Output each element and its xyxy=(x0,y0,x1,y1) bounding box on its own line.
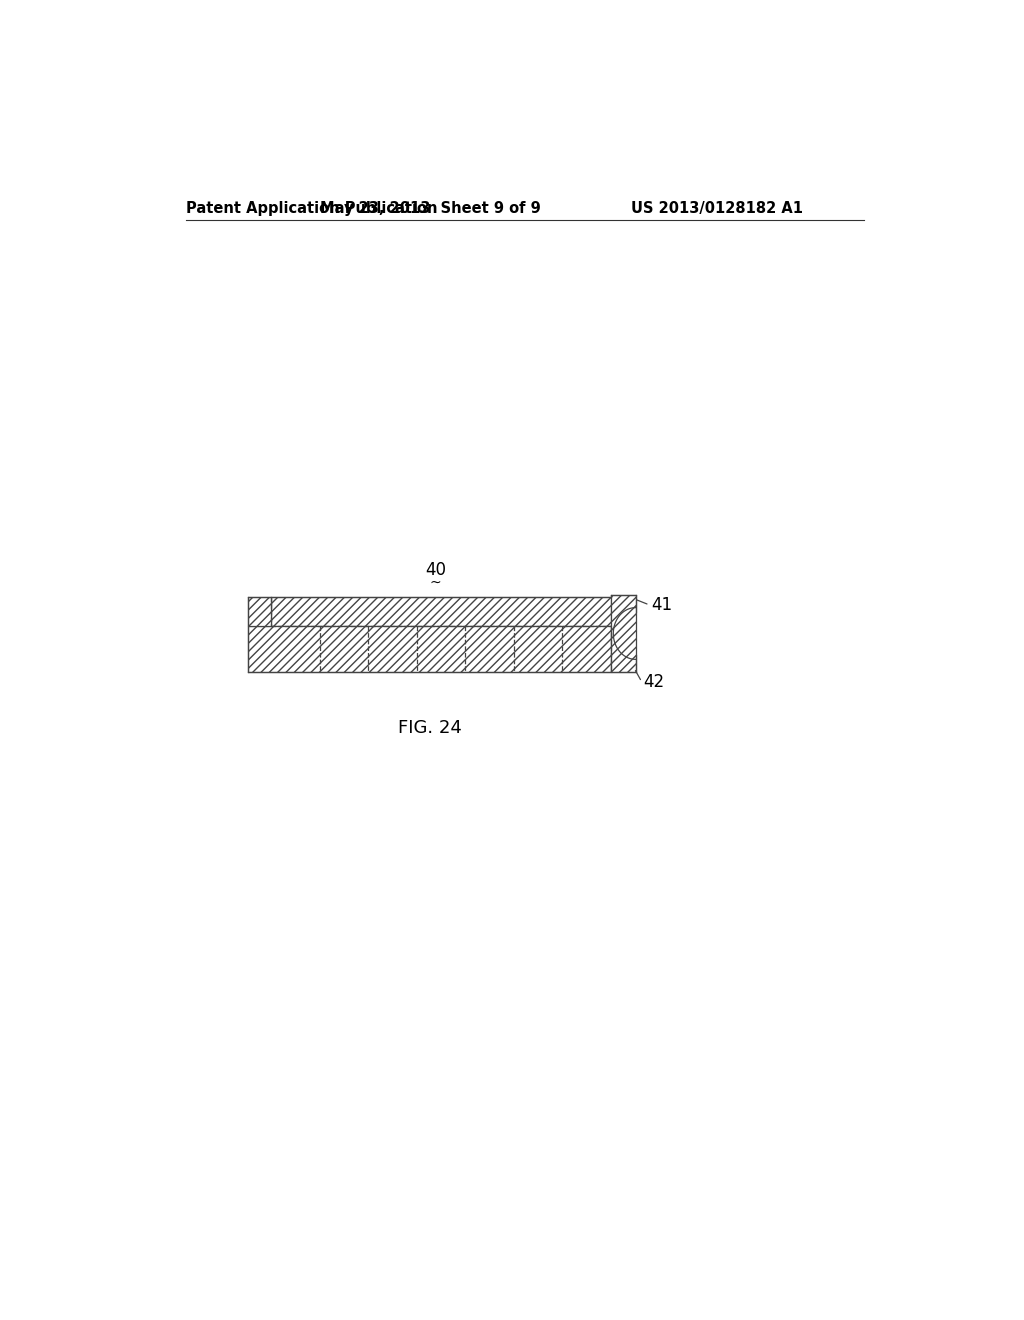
Bar xyxy=(271,597,611,626)
Text: FIG. 24: FIG. 24 xyxy=(398,719,462,737)
Text: Patent Application Publication: Patent Application Publication xyxy=(186,201,437,216)
Text: May 23, 2013  Sheet 9 of 9: May 23, 2013 Sheet 9 of 9 xyxy=(319,201,541,216)
Bar xyxy=(611,595,636,672)
Text: US 2013/0128182 A1: US 2013/0128182 A1 xyxy=(631,201,803,216)
Text: ~: ~ xyxy=(430,576,441,590)
Bar xyxy=(248,626,611,672)
Bar xyxy=(248,597,271,626)
Text: 42: 42 xyxy=(643,673,665,690)
Text: 41: 41 xyxy=(651,597,672,614)
Text: 40: 40 xyxy=(425,561,446,579)
